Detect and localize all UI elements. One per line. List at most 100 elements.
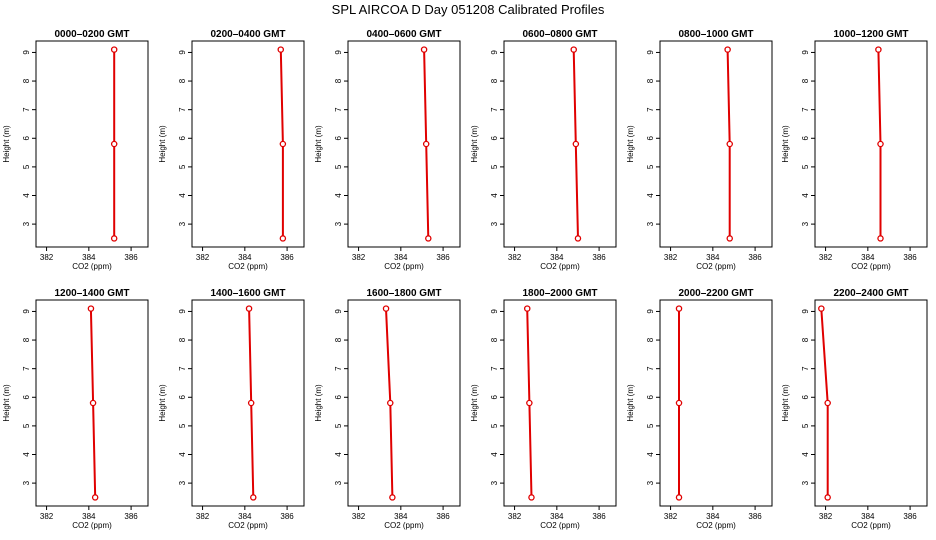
y-tick-label: 9 [490,50,499,55]
profile-point [87,305,95,312]
x-tick-label: 384 [394,253,408,262]
profile-point [570,46,577,53]
x-axis-label: CO2 (ppm) [228,262,268,271]
plot-frame [347,299,461,507]
profile-point [675,305,683,312]
panel-title: 0000–0200 GMT [54,29,129,40]
x-axis-label: CO2 (ppm) [228,521,268,530]
profile-point [110,235,118,242]
y-tick-label: 7 [801,366,810,371]
profile-point [420,46,428,53]
profile-point [389,494,396,501]
x-tick-label: 382 [40,512,54,521]
y-tick-label: 3 [490,480,499,485]
x-axis-label: CO2 (ppm) [384,262,424,271]
profile-point [387,399,394,407]
y-tick-label: 7 [178,366,187,371]
plot-frame [35,40,149,248]
y-tick-label: 4 [178,452,187,457]
y-tick-label: 9 [646,309,655,314]
x-tick-label: 386 [748,512,762,521]
y-tick-label: 9 [490,309,499,314]
y-tick-label: 6 [178,395,187,400]
y-tick-label: 7 [22,366,31,371]
panel-title: 1200–1400 GMT [54,288,129,299]
y-tick-label: 3 [178,480,187,485]
panel-title: 0800–1000 GMT [678,29,753,40]
profile-point [110,140,118,148]
y-tick-label: 5 [22,164,31,169]
y-tick-label: 8 [801,78,810,83]
profile-point [818,305,825,312]
y-tick-label: 6 [801,136,810,141]
profile-point [675,494,683,501]
y-tick-label: 6 [334,136,343,141]
x-tick-label: 386 [748,253,762,262]
y-tick-label: 6 [490,395,499,400]
panel-title: 1800–2000 GMT [522,288,597,299]
profile-point [279,235,287,242]
profile-point [574,235,582,242]
y-tick-label: 8 [490,78,499,83]
y-tick-label: 4 [646,193,655,198]
y-axis-label: Height (m) [314,125,323,163]
y-axis-label: Height (m) [626,384,635,422]
profile-panel: 1400–1600 GMT 382 384 386 3 4 5 6 7 8 9 CO2 (ppm) He… [158,288,305,530]
y-tick-label: 8 [334,337,343,342]
plot-frame [191,40,305,248]
y-axis-label: Height (m) [781,125,790,163]
profile-panel: 1600–1800 GMT 382 384 386 3 4 5 6 7 8 9 CO2 (ppm) He… [314,288,461,530]
profile-point [91,494,99,501]
y-tick-label: 5 [801,423,810,428]
x-tick-label: 384 [82,512,96,521]
x-axis-label: CO2 (ppm) [72,262,112,271]
y-tick-label: 5 [646,164,655,169]
x-tick-label: 382 [508,512,522,521]
y-tick-label: 3 [646,480,655,485]
x-tick-label: 386 [124,512,138,521]
profile-panel: 0400–0600 GMT 382 384 386 3 4 5 6 7 8 9 CO2 (ppm) He… [314,29,461,271]
x-tick-label: 382 [40,253,54,262]
profile-panel: 1000–1200 GMT 382 384 386 3 4 5 6 7 8 9 CO2 (ppm) He… [781,29,928,271]
y-tick-label: 4 [646,452,655,457]
y-tick-label: 9 [801,309,810,314]
profile-point [250,494,257,501]
y-tick-label: 8 [178,78,187,83]
x-tick-label: 384 [238,253,252,262]
y-tick-label: 7 [334,107,343,112]
profile-point [824,494,831,501]
profile-panel: 2200–2400 GMT 382 384 386 3 4 5 6 7 8 9 CO2 (ppm) He… [781,288,928,530]
y-tick-label: 3 [801,480,810,485]
panel-title: 0400–0600 GMT [366,29,441,40]
y-tick-label: 8 [490,337,499,342]
y-tick-label: 9 [22,50,31,55]
x-tick-label: 384 [238,512,252,521]
profile-point [277,46,285,53]
profile-panel: 1800–2000 GMT 382 384 386 3 4 5 6 7 8 9 CO2 (ppm) He… [470,288,617,530]
profile-point [675,399,683,407]
profile-panel: 0200–0400 GMT 382 384 386 3 4 5 6 7 8 9 CO2 (ppm) He… [158,29,305,271]
x-axis-label: CO2 (ppm) [540,262,580,271]
profile-point [89,399,97,407]
y-tick-label: 6 [22,395,31,400]
x-tick-label: 384 [394,512,408,521]
panel-title: 1400–1600 GMT [210,288,285,299]
y-tick-label: 4 [801,193,810,198]
y-tick-label: 3 [22,221,31,226]
y-tick-label: 7 [334,366,343,371]
y-tick-label: 8 [22,78,31,83]
profile-point [279,140,287,148]
x-axis-label: CO2 (ppm) [851,521,891,530]
y-tick-label: 7 [646,366,655,371]
profile-panel: 0800–1000 GMT 382 384 386 3 4 5 6 7 8 9 CO2 (ppm) He… [626,29,773,271]
x-axis-label: CO2 (ppm) [696,262,736,271]
y-tick-label: 6 [801,395,810,400]
plot-frame [814,40,928,248]
x-axis-label: CO2 (ppm) [72,521,112,530]
y-axis-label: Height (m) [2,384,11,422]
profile-point [877,235,884,242]
x-tick-label: 386 [280,253,294,262]
